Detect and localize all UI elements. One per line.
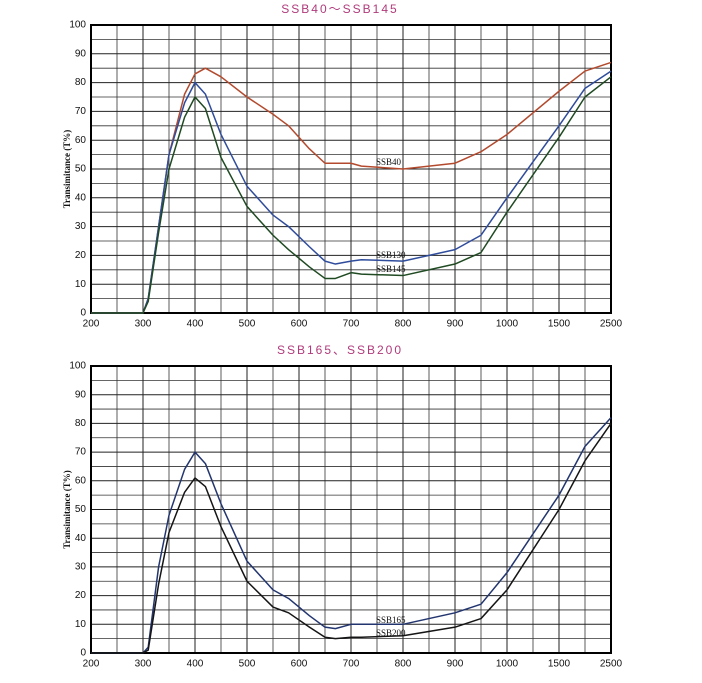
x-tick-label: 2500	[600, 659, 623, 670]
y-tick-label: 20	[75, 590, 87, 601]
y-tick-label: 100	[69, 361, 86, 372]
y-tick-label: 10	[75, 619, 87, 630]
x-tick-label: 2500	[600, 319, 623, 330]
y-tick-label: 80	[75, 77, 87, 88]
plot-frame	[90, 24, 612, 314]
x-tick-label: 500	[239, 659, 256, 670]
x-tick-label: 300	[135, 319, 152, 330]
plot-frame	[90, 365, 612, 654]
series-line	[91, 76, 612, 314]
y-tick-label: 50	[75, 504, 87, 515]
x-tick-label: 1500	[548, 319, 571, 330]
y-tick-label: 0	[80, 308, 86, 319]
series-line	[91, 422, 612, 654]
chart-title: SSB165、SSB200	[277, 343, 403, 357]
x-tick-label: 900	[447, 319, 464, 330]
x-tick-label: 600	[291, 319, 308, 330]
x-tick-label: 700	[343, 319, 360, 330]
y-tick-label: 20	[75, 250, 87, 261]
series-line	[91, 70, 612, 314]
x-tick-label: 700	[343, 659, 360, 670]
x-tick-label: 500	[239, 319, 256, 330]
y-tick-label: 60	[75, 135, 87, 146]
x-tick-label: 1000	[496, 659, 519, 670]
y-tick-label: 80	[75, 418, 87, 429]
x-tick-label: 200	[83, 319, 100, 330]
y-tick-label: 70	[75, 106, 87, 117]
chart-title: SSB40～SSB145	[281, 2, 398, 16]
x-tick-label: 200	[83, 659, 100, 670]
y-tick-label: 40	[75, 533, 87, 544]
series-label: SSB200	[376, 628, 406, 638]
y-tick-label: 60	[75, 475, 87, 486]
x-tick-label: 1500	[548, 659, 571, 670]
y-tick-label: 50	[75, 164, 87, 175]
x-tick-label: 900	[447, 659, 464, 670]
y-tick-label: 30	[75, 221, 87, 232]
x-tick-label: 800	[395, 659, 412, 670]
x-tick-label: 300	[135, 659, 152, 670]
x-tick-label: 400	[187, 659, 204, 670]
series-label: SSB40	[376, 157, 402, 167]
series-label: SSB165	[376, 615, 406, 625]
y-tick-label: 90	[75, 389, 87, 400]
series-line	[91, 417, 612, 654]
y-tick-label: 10	[75, 279, 87, 290]
y-axis-label: Transimitance (T%)	[62, 130, 72, 209]
y-tick-label: 0	[80, 648, 86, 659]
y-axis-label: Transimitance (T%)	[62, 470, 72, 549]
x-tick-label: 800	[395, 319, 412, 330]
y-tick-label: 30	[75, 562, 87, 573]
x-tick-label: 1000	[496, 319, 519, 330]
series-label: SSB130	[376, 250, 406, 260]
y-tick-label: 90	[75, 48, 87, 59]
y-tick-label: 70	[75, 447, 87, 458]
y-tick-label: 100	[69, 20, 86, 31]
x-tick-label: 400	[187, 319, 204, 330]
series-label: SSB145	[376, 264, 406, 274]
y-tick-label: 40	[75, 192, 87, 203]
x-tick-label: 600	[291, 659, 308, 670]
